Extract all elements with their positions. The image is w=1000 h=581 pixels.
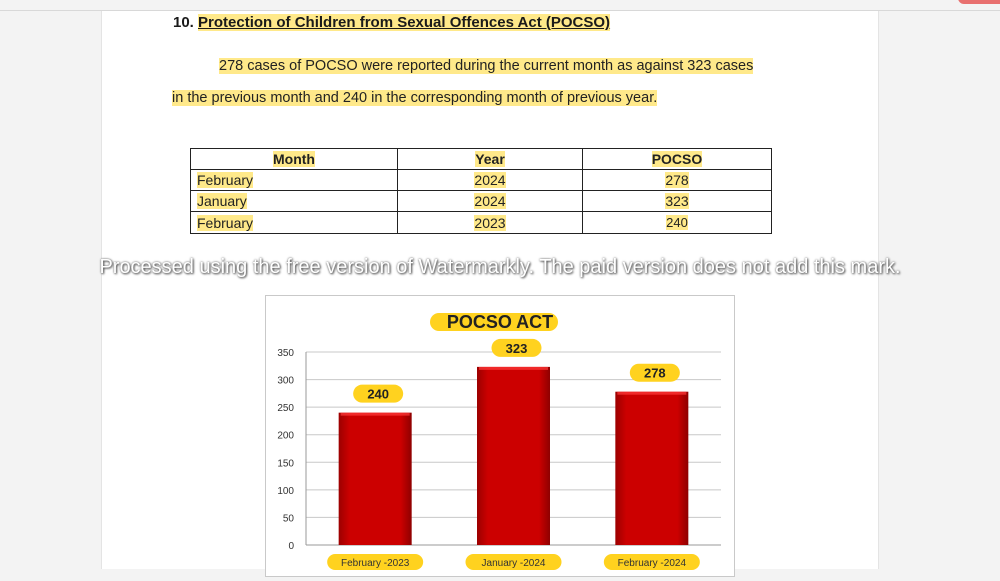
x-tick-label: February -2024 — [618, 558, 687, 569]
y-tick-label: 350 — [277, 348, 294, 359]
bar-highlight — [340, 412, 410, 416]
header-pocso: POCSO — [651, 151, 703, 167]
table-row: February 2023 240 — [190, 211, 772, 234]
section-heading: 10. Protection of Children from Sexual O… — [173, 14, 611, 31]
header-month: Month — [273, 151, 315, 167]
cell-month: February — [197, 172, 254, 188]
cell-year: 2023 — [474, 214, 506, 231]
cell-pocso: 240 — [666, 215, 688, 230]
bar — [615, 391, 689, 545]
chart-title: POCSO ACT — [447, 312, 553, 332]
chart-title-bg — [430, 313, 558, 331]
cell-month: January — [197, 193, 247, 209]
y-tick-label: 300 — [277, 376, 294, 387]
cell-pocso: 278 — [665, 172, 689, 188]
section-number: 10. — [173, 14, 194, 31]
table-row: February 2024 278 — [190, 169, 772, 191]
table-header-row: Month Year POCSO — [190, 148, 772, 170]
x-tick-label: February -2023 — [341, 558, 410, 569]
data-label: 323 — [506, 341, 528, 356]
cell-year: 2024 — [474, 193, 506, 209]
y-tick-label: 200 — [277, 431, 294, 442]
paragraph-text-2: in the previous month and 240 in the cor… — [172, 90, 658, 106]
header-year: Year — [475, 151, 505, 167]
data-label-bg — [629, 363, 680, 382]
paragraph-line-1: 278 cases of POCSO were reported during … — [219, 58, 754, 74]
bar — [477, 366, 550, 545]
pocso-table: Month Year POCSO February 2024 278 January… — [190, 148, 772, 234]
cell-month: February — [197, 214, 254, 231]
x-label-bg — [465, 554, 562, 570]
data-label: 278 — [644, 366, 666, 381]
section-title: Protection of Children from Sexual Offen… — [198, 14, 611, 31]
data-label-bg — [353, 384, 404, 403]
pocso-chart: POCSO ACT 0 50 100 150 200 250 300 350 240 Februa… — [265, 295, 735, 577]
data-label: 240 — [367, 387, 389, 402]
cell-pocso: 323 — [665, 193, 689, 209]
table-row: January 2024 323 — [190, 190, 772, 212]
data-label-bg — [491, 338, 542, 357]
x-label-bg — [603, 554, 700, 570]
y-tick-label: 0 — [288, 541, 294, 552]
y-tick-label: 250 — [277, 403, 294, 414]
y-tick-label: 50 — [283, 513, 295, 524]
bar-highlight — [479, 366, 548, 370]
top-border — [0, 10, 1000, 11]
chart-svg: POCSO ACT 0 50 100 150 200 250 300 350 240 Februa… — [277, 312, 721, 570]
y-tick-label: 100 — [277, 486, 294, 497]
y-tick-label: 150 — [277, 458, 294, 469]
cell-year: 2024 — [474, 172, 506, 188]
paragraph-line-2: in the previous month and 240 in the cor… — [172, 90, 658, 106]
watermark-text: Processed using the free version of Wate… — [99, 256, 901, 278]
paragraph-text-1: 278 cases of POCSO were reported during … — [219, 58, 754, 74]
corner-button[interactable] — [958, 0, 1000, 4]
bar — [338, 412, 412, 545]
x-tick-label: January -2024 — [482, 558, 546, 569]
bar-highlight — [617, 391, 687, 395]
x-label-bg — [327, 554, 424, 570]
